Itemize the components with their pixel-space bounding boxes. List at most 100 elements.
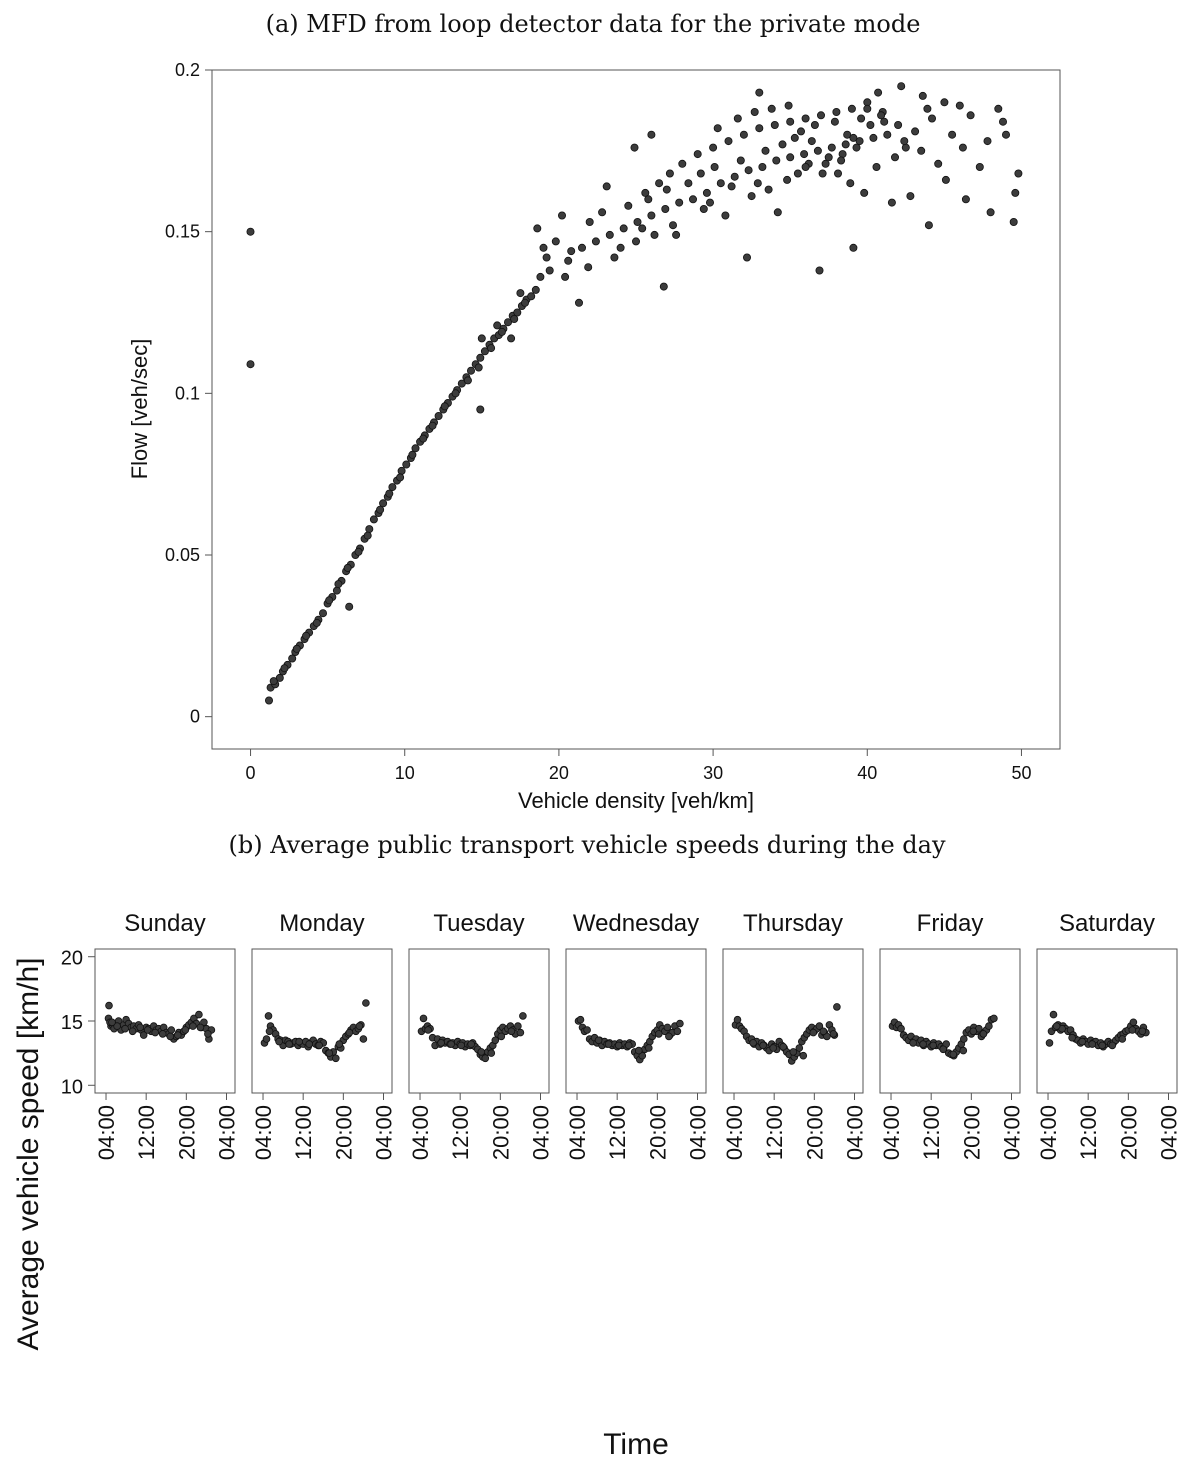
chart-b-point: [136, 1023, 145, 1032]
chart-b-y-tick-label: 15: [61, 1012, 83, 1034]
chart-a-x-ticks: 0 10 20 30 40 50: [246, 749, 1031, 783]
chart-a-point: [883, 130, 892, 139]
chart-b-x-tick-label: 12:00: [291, 1105, 316, 1160]
chart-b-point: [576, 1015, 585, 1024]
chart-b-point: [833, 1003, 841, 1011]
chart-a-point: [619, 224, 628, 233]
chart-a-point: [632, 237, 641, 246]
chart-a-point: [411, 444, 420, 453]
chart-a-x-tick-label: 0: [246, 763, 256, 783]
chart-a-point: [513, 308, 522, 317]
chart-a-point: [966, 111, 975, 120]
chart-b-point: [676, 1019, 684, 1028]
chart-a-point: [269, 677, 278, 686]
chart-a-point: [647, 130, 656, 139]
chart-b-point: [969, 1027, 978, 1036]
chart-b-point: [447, 1040, 455, 1048]
chart-b-panel-frame: [879, 948, 1021, 1094]
chart-a-point: [847, 104, 856, 113]
chart-a-point: [747, 192, 756, 201]
chart-b-point: [1068, 1033, 1076, 1042]
chart-b-point: [614, 1041, 623, 1050]
chart-b-point: [673, 1027, 682, 1036]
chart-a-point: [650, 230, 659, 239]
chart-a-point: [493, 321, 502, 330]
chart-b-point: [1078, 1037, 1086, 1046]
chart-b-point: [195, 1010, 203, 1019]
chart-b-point: [108, 1018, 116, 1027]
chart-a-point: [521, 298, 530, 307]
chart-a-point: [246, 227, 255, 236]
chart-b-x-tick-label: 20:00: [488, 1105, 513, 1160]
chart-a-point: [503, 318, 512, 327]
chart-a-point: [843, 130, 852, 139]
chart-a-point: [778, 140, 787, 149]
chart-a-point: [750, 108, 759, 117]
chart-a-point: [558, 211, 567, 220]
chart-a-point: [325, 596, 334, 605]
chart-a: 0 10 20 30 40 50 0 0.05 0.1 0.15 0.2 Vehicle dens…: [127, 60, 1061, 813]
chart-b-point: [262, 1035, 271, 1043]
chart-a-point: [661, 204, 670, 213]
chart-a-point: [786, 153, 795, 162]
chart-a-y-axis-title: Flow [veh/sec]: [127, 339, 152, 480]
chart-a-points: [246, 82, 1023, 705]
chart-b-point: [305, 1040, 314, 1048]
chart-a-point: [849, 243, 858, 252]
chart-a-point: [659, 282, 668, 291]
chart-a-point: [869, 133, 878, 142]
chart-a-point: [402, 460, 411, 469]
chart-a-point: [302, 631, 311, 640]
chart-b-point: [1108, 1041, 1117, 1050]
chart-a-point: [630, 143, 639, 152]
chart-a-point: [736, 156, 745, 165]
chart-a-point: [385, 489, 394, 498]
chart-b-point: [143, 1026, 152, 1034]
chart-a-point: [793, 169, 802, 178]
chart-b-x-tick-label: 12:00: [448, 1105, 473, 1160]
chart-a-point: [940, 98, 949, 107]
chart-a-point: [605, 230, 614, 239]
chart-b-point: [959, 1035, 968, 1043]
chart-a-x-tick-label: 40: [857, 763, 877, 783]
chart-a-point: [857, 114, 866, 123]
chart-b-point: [331, 1054, 340, 1063]
chart-a-point: [834, 169, 843, 178]
chart-a-point: [713, 124, 722, 133]
chart-b-y-tick-label: 10: [61, 1076, 83, 1098]
chart-a-point: [786, 117, 795, 126]
chart-b-point: [733, 1015, 742, 1024]
chart-a-point: [710, 162, 719, 171]
chart-b-x-tick-label: 04:00: [565, 1105, 590, 1160]
chart-a-x-tick-label: 20: [549, 763, 569, 783]
chart-a-point: [567, 247, 576, 256]
chart-a-y-ticks: 0 0.05 0.1 0.15 0.2: [165, 60, 212, 727]
chart-a-point: [428, 421, 437, 430]
chart-b-facet-label: Wednesday: [573, 910, 699, 937]
chart-a-point: [678, 159, 687, 168]
chart-a-point: [531, 285, 540, 294]
chart-a-point: [755, 88, 764, 97]
chart-b-point: [749, 1039, 757, 1047]
chart-b-point: [424, 1026, 432, 1034]
chart-a-point: [716, 179, 725, 188]
chart-b-x-tick-label: 04:00: [372, 1105, 397, 1160]
chart-b-point: [295, 1037, 304, 1046]
chart-b-point: [497, 1032, 506, 1041]
chart-a-point: [476, 405, 485, 414]
chart-b-panel-frame: [722, 948, 864, 1094]
chart-a-point: [275, 673, 284, 682]
chart-a-point: [730, 172, 739, 181]
chart-a-point: [280, 664, 289, 673]
chart-b-point: [128, 1027, 137, 1036]
chart-b-point: [819, 1027, 828, 1036]
chart-b-point: [419, 1014, 428, 1023]
chart-a-point: [616, 243, 625, 252]
chart-b-point: [990, 1014, 998, 1023]
chart-a-point: [923, 104, 932, 113]
chart-b-title: (b) Average public transport vehicle spe…: [229, 831, 946, 859]
chart-a-point: [767, 104, 776, 113]
chart-a-title: (a) MFD from loop detector data for the …: [266, 10, 921, 38]
chart-b-point: [759, 1041, 767, 1050]
chart-b-x-tick-label: 12:00: [762, 1105, 787, 1160]
